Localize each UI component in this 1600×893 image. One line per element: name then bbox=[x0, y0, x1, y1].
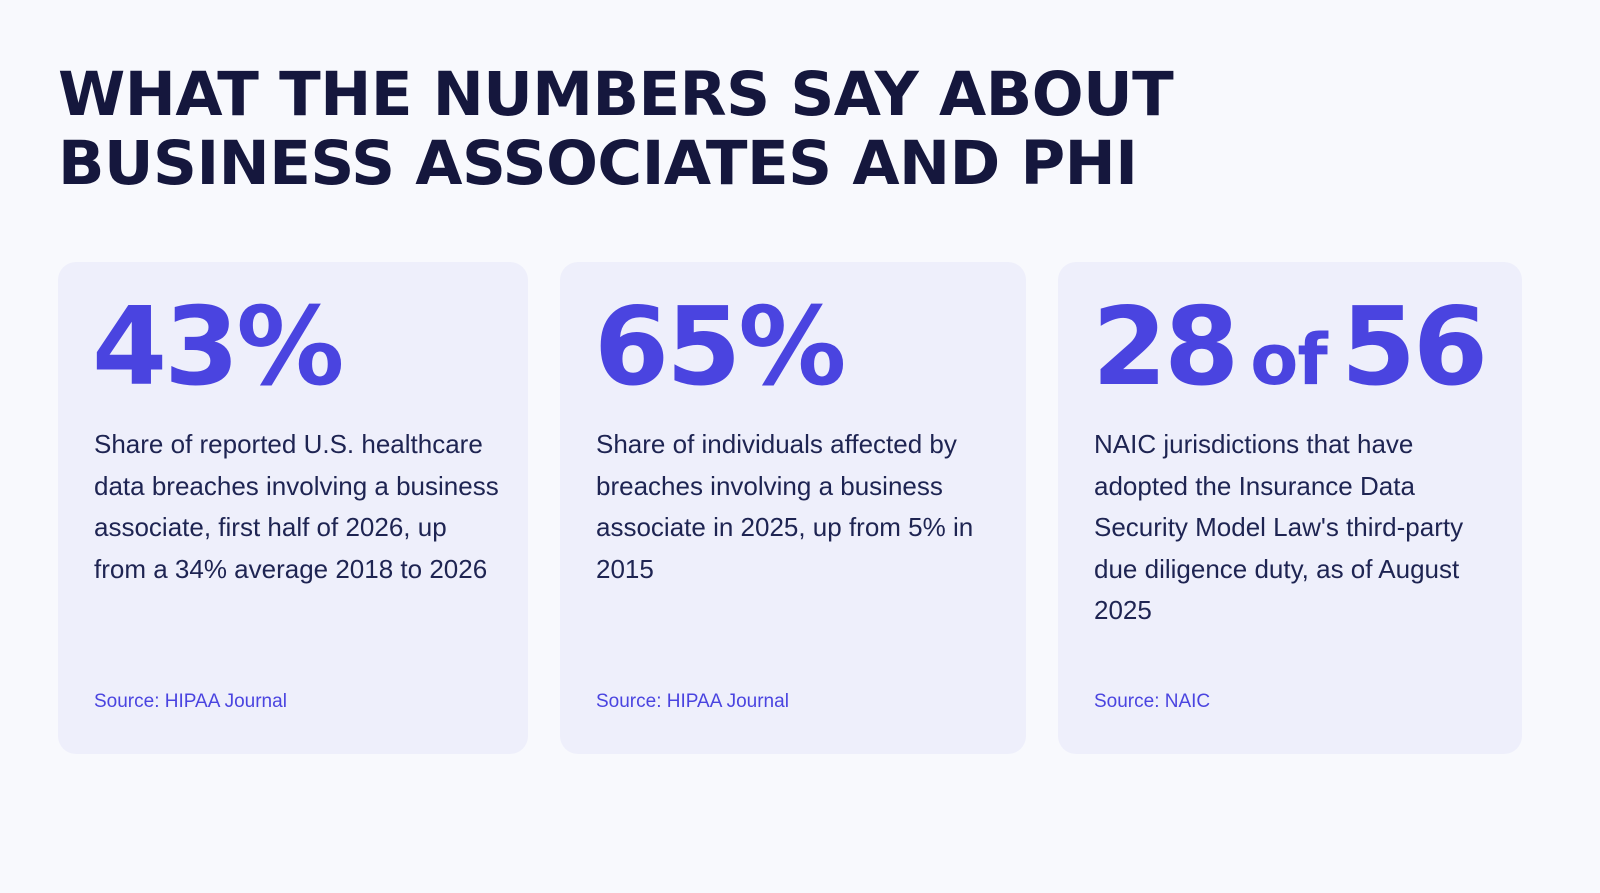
stat-description: NAIC jurisdictions that have adopted the… bbox=[1094, 429, 1464, 625]
stat-card-naic-jurisdictions: 28 of 56 NAIC jurisdictions that have adop… bbox=[1058, 262, 1522, 754]
page-title-line-1: WHAT THE NUMBERS SAY ABOUT bbox=[58, 59, 1174, 130]
stat-source: Source: HIPAA Journal bbox=[94, 691, 287, 712]
stat-value-part-1: 28 bbox=[1092, 285, 1239, 410]
stat-card-individuals-affected: 65% Share of individuals affected by bre… bbox=[560, 262, 1026, 754]
stat-value-part-2: 56 bbox=[1340, 285, 1488, 410]
stat-value: 43% bbox=[92, 285, 345, 410]
stat-value: 28 of 56 bbox=[1092, 292, 1488, 416]
stat-source: Source: HIPAA Journal bbox=[596, 691, 789, 712]
stat-description: Share of individuals affected by breache… bbox=[596, 429, 974, 584]
stat-cards: 43% Share of reported U.S. healthcare da… bbox=[58, 262, 1546, 754]
stat-value-connector: of bbox=[1250, 319, 1328, 401]
stat-card-business-associate-breaches: 43% Share of reported U.S. healthcare da… bbox=[58, 262, 528, 754]
stat-source: Source: NAIC bbox=[1094, 691, 1211, 712]
stat-description: Share of reported U.S. healthcare data b… bbox=[94, 429, 499, 584]
page-title: WHAT THE NUMBERS SAY ABOUT BUSINESS ASSO… bbox=[58, 59, 1174, 199]
page-title-line-2: BUSINESS ASSOCIATES AND PHI bbox=[58, 128, 1138, 199]
stat-value: 65% bbox=[594, 285, 847, 410]
